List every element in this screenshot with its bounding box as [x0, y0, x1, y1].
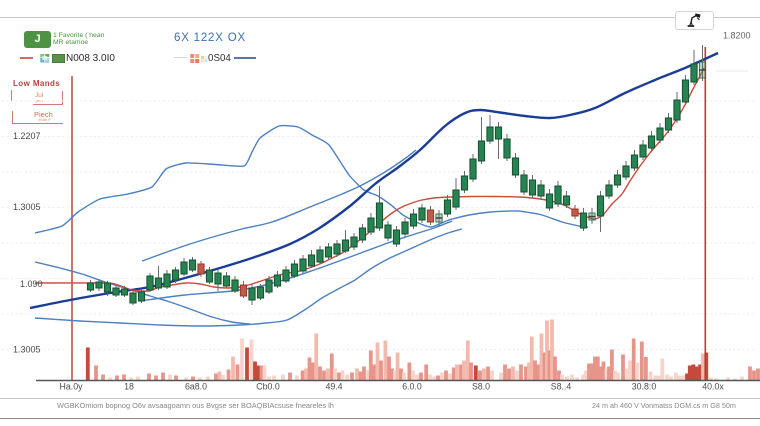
svg-text:Cb0.0: Cb0.0	[256, 382, 280, 392]
svg-text:1.3005: 1.3005	[13, 345, 41, 355]
svg-text:1.090: 1.090	[20, 279, 43, 289]
svg-text:S8.0: S8.0	[472, 382, 490, 392]
svg-text:S8..4: S8..4	[551, 382, 572, 392]
svg-text:1.2207: 1.2207	[13, 131, 41, 141]
svg-text:30.8:0: 30.8:0	[632, 382, 657, 392]
svg-text:18: 18	[124, 382, 134, 392]
svg-text:6.0.0: 6.0.0	[402, 382, 422, 392]
svg-text:1.8200: 1.8200	[723, 31, 751, 41]
svg-text:1.3005: 1.3005	[13, 202, 41, 212]
svg-text:Ha.0y: Ha.0y	[60, 382, 84, 392]
svg-text:49.4: 49.4	[325, 382, 342, 392]
svg-text:40.0x: 40.0x	[702, 382, 724, 392]
svg-text:6a8.0: 6a8.0	[185, 382, 207, 392]
